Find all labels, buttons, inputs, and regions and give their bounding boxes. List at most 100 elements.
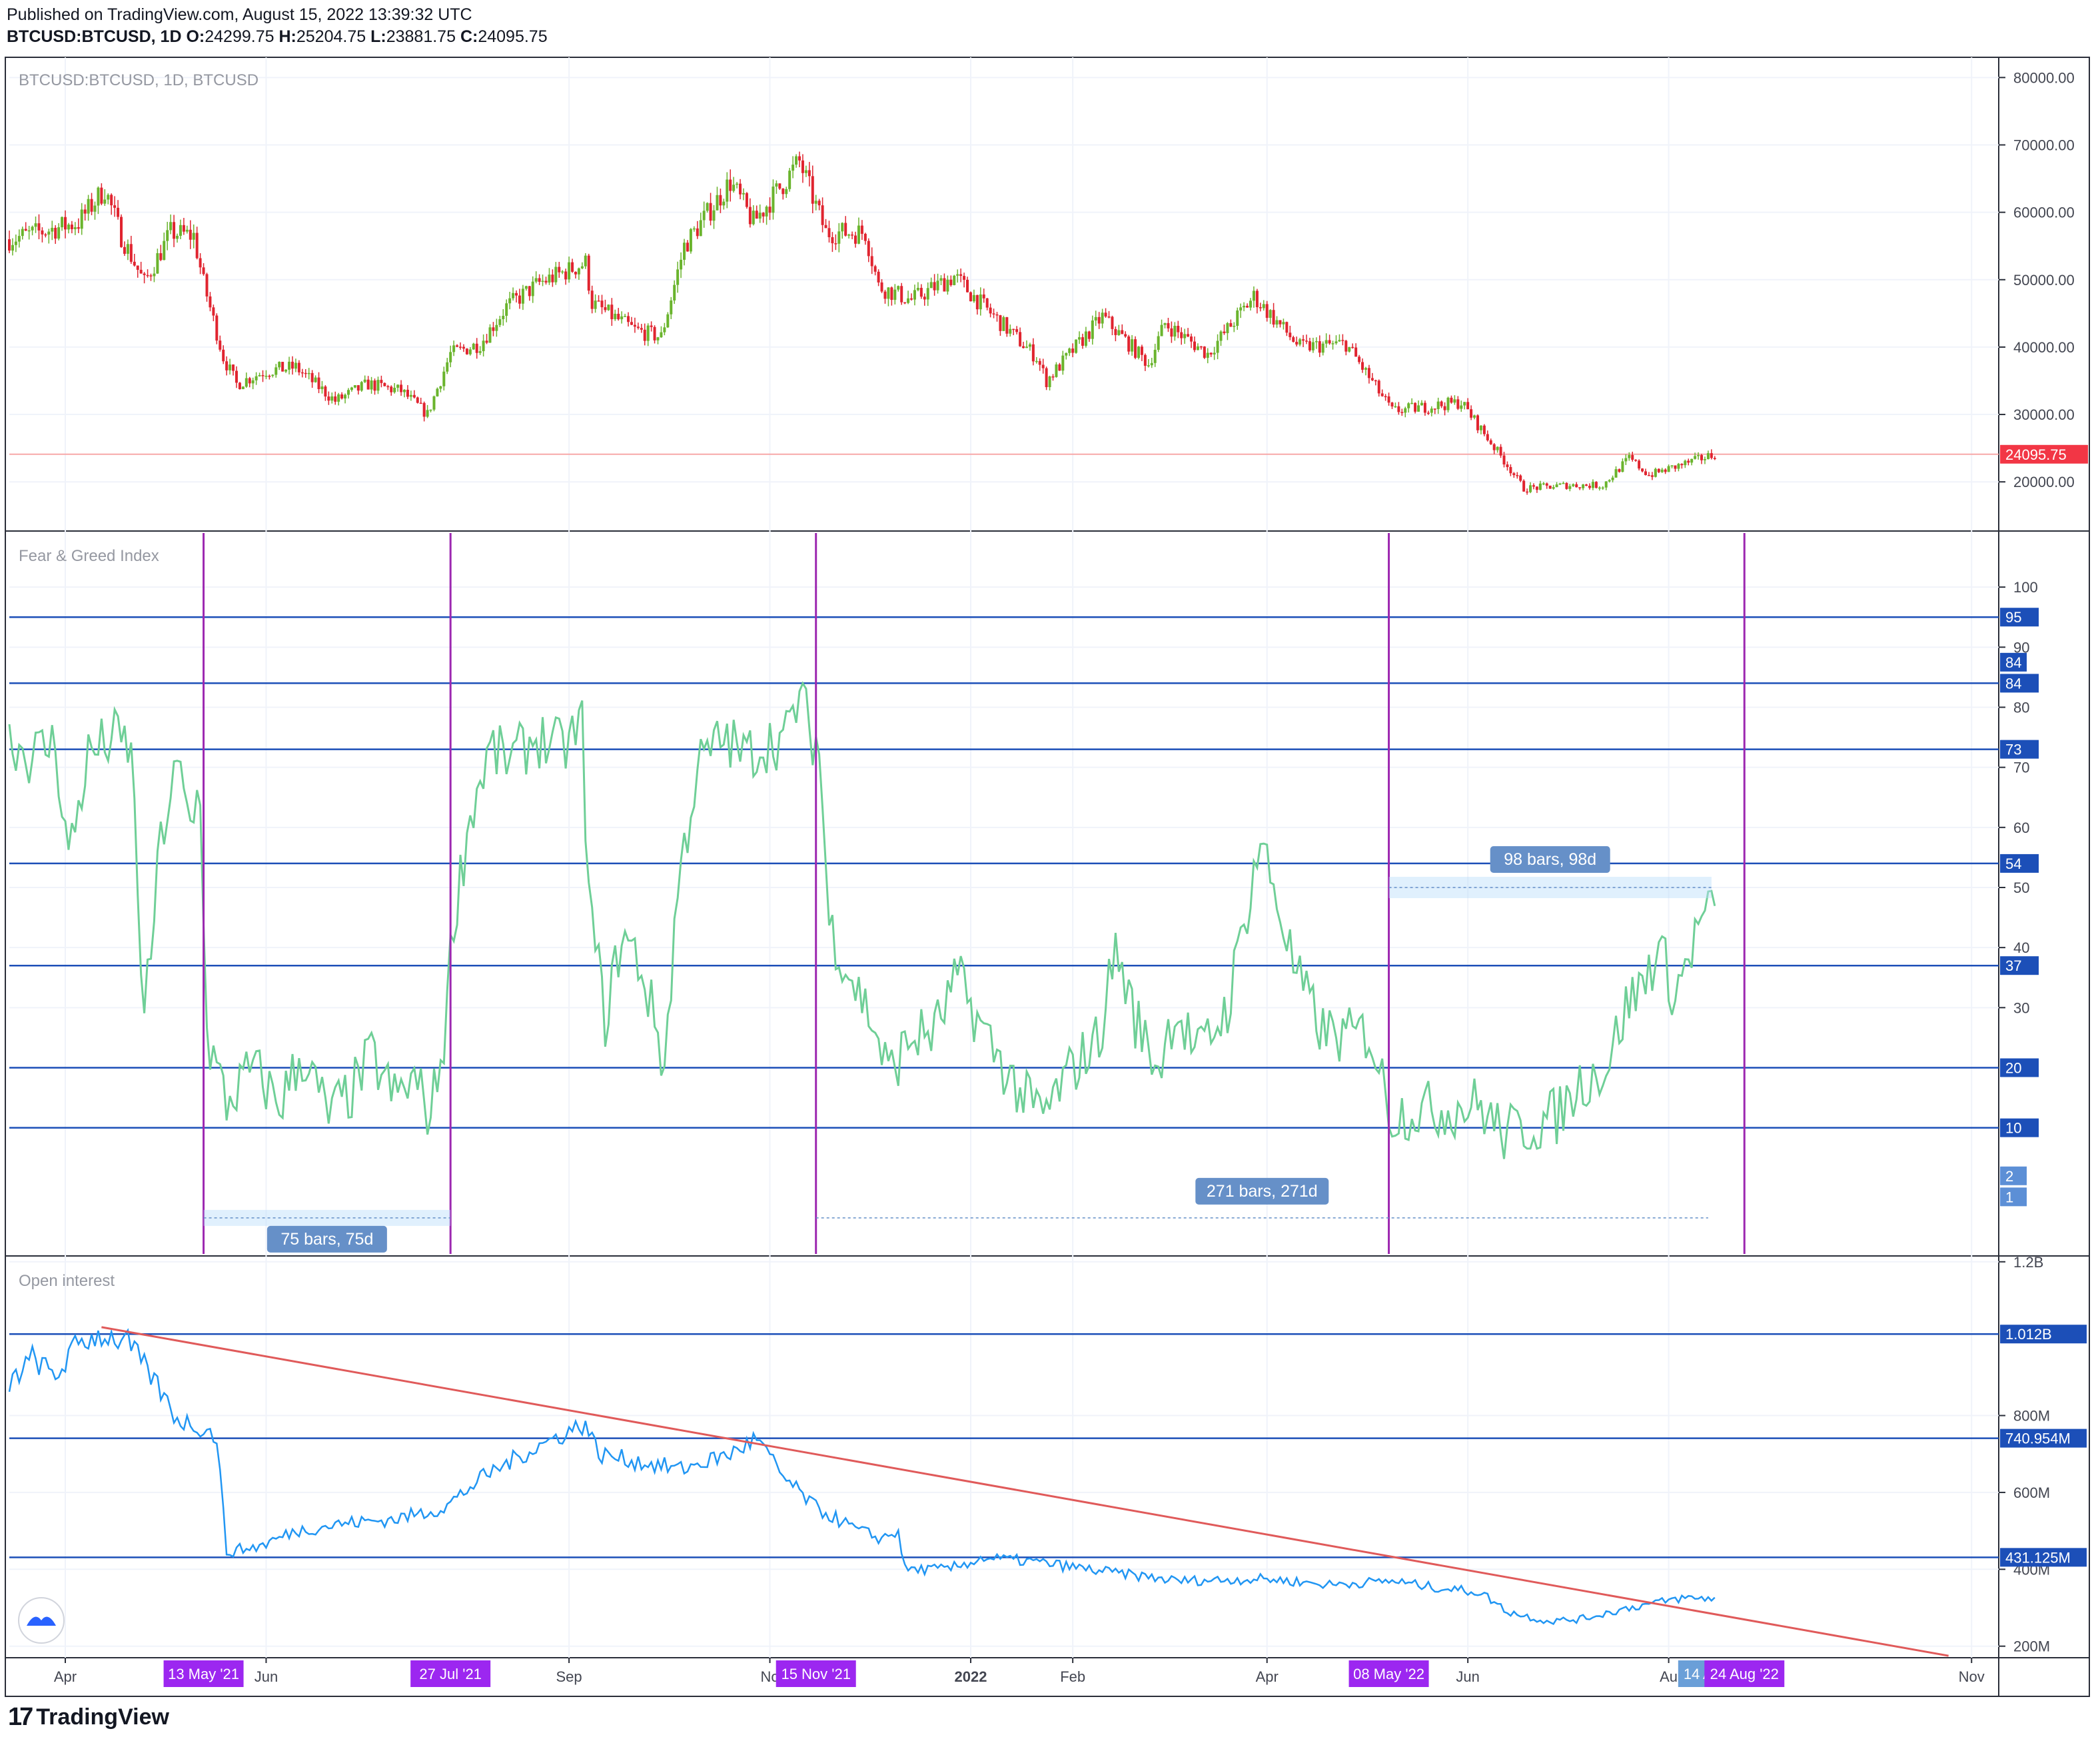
fng-level-badge [2000, 674, 2039, 693]
candle-body [1660, 469, 1664, 472]
candle-body [1246, 305, 1249, 308]
candle-body [261, 375, 264, 376]
candle-body [409, 394, 412, 397]
candle-body [225, 361, 229, 370]
candle-body [1706, 453, 1710, 460]
candle-body [300, 372, 304, 374]
candle-body [795, 156, 798, 165]
candle-body [1223, 331, 1226, 334]
fng-level-badge-label: 54 [2005, 856, 2021, 872]
candle-body [1324, 340, 1328, 344]
candle-body [910, 298, 913, 300]
candle-body [1664, 469, 1667, 472]
candle-body [709, 203, 712, 221]
candle-body [528, 286, 531, 296]
candle-body [1048, 376, 1051, 388]
candle-body [1160, 324, 1163, 336]
candle-body [897, 286, 900, 290]
candle-body [1041, 364, 1045, 368]
candle-body [212, 307, 215, 316]
candle-body [919, 288, 923, 297]
candle-body [999, 315, 1002, 331]
price-tick-label: 20000.00 [2013, 474, 2075, 490]
candle-body [113, 205, 117, 208]
candle-body [791, 165, 795, 171]
candle-body [126, 244, 129, 254]
low-label: L: [370, 27, 386, 46]
candle-body [673, 285, 676, 300]
x-tick-label: Jun [255, 1668, 278, 1685]
candle-body [1134, 339, 1137, 358]
candle-body [643, 329, 646, 341]
x-date-badge-label: 24 Aug '22 [1710, 1666, 1779, 1682]
candle-body [636, 326, 640, 328]
candle-body [1127, 336, 1131, 352]
tradingview-footer[interactable]: 17 TradingView [8, 1703, 169, 1732]
candle-body [1367, 368, 1370, 378]
price-pane-title: BTCUSD:BTCUSD, 1D, BTCUSD [19, 71, 259, 89]
candle-body [1187, 334, 1190, 337]
fng-level-badge-label: 84 [2005, 675, 2021, 692]
candle-body [376, 380, 380, 391]
candle-body [1634, 460, 1638, 461]
candle-body [913, 290, 916, 300]
candle-body [1028, 344, 1031, 347]
candle-body [1065, 352, 1068, 356]
oi-pane-title: Open interest [19, 1272, 115, 1290]
x-date-badge[interactable] [776, 1660, 856, 1687]
candle-body [393, 387, 396, 392]
candle-body [597, 300, 600, 302]
candle-body [1331, 343, 1334, 344]
candle-body [1397, 406, 1400, 412]
candle-body [449, 352, 452, 362]
x-date-badge[interactable] [1348, 1660, 1429, 1687]
candle-body [1177, 325, 1180, 332]
candle-body [1552, 487, 1555, 489]
candle-body [492, 327, 495, 331]
candle-body [1249, 300, 1253, 308]
candle-body [485, 340, 488, 343]
fng-axis-badge [2000, 1166, 2027, 1185]
candle-body [297, 362, 300, 372]
candle-body [1045, 368, 1048, 388]
candle-body [778, 183, 782, 189]
candle-body [630, 322, 633, 325]
candle-body [594, 300, 597, 309]
candle-body [1572, 484, 1575, 486]
candle-body [1404, 408, 1407, 413]
open-label: O: [186, 27, 205, 46]
fng-axis-badge-label: 1 [2005, 1189, 2013, 1205]
fng-tick-label: 40 [2013, 939, 2029, 956]
candle-body [1167, 322, 1170, 328]
candle-body [1674, 465, 1677, 469]
candle-body [245, 378, 248, 387]
range-label-271: 271 bars, 271d [1207, 1182, 1318, 1201]
candle-body [1341, 340, 1344, 341]
candle-body [847, 235, 851, 236]
range-label-badge [266, 1225, 387, 1253]
oi-trendline[interactable] [101, 1326, 1949, 1657]
candle-body [706, 203, 709, 211]
candle-body [943, 278, 946, 292]
candle-body [548, 275, 551, 283]
candle-body [785, 189, 788, 195]
candle-body [47, 231, 51, 235]
oi-level-badge [2000, 1429, 2087, 1448]
x-date-badge[interactable] [1704, 1660, 1785, 1687]
candle-body [1384, 396, 1387, 398]
candle-body [676, 269, 680, 285]
oi-level-badge-label: 740.954M [2005, 1431, 2071, 1447]
candle-body [1526, 491, 1529, 493]
candle-body [1081, 337, 1084, 346]
candle-body [1229, 322, 1233, 327]
candle-body [1628, 454, 1631, 458]
candle-body [70, 225, 73, 229]
x-date-badge[interactable] [410, 1660, 491, 1687]
candle-body [353, 385, 356, 388]
candle-body [317, 377, 320, 390]
candle-body [1621, 461, 1624, 472]
candle-body [61, 217, 64, 228]
candle-body [390, 386, 393, 392]
x-date-badge[interactable] [163, 1660, 244, 1687]
